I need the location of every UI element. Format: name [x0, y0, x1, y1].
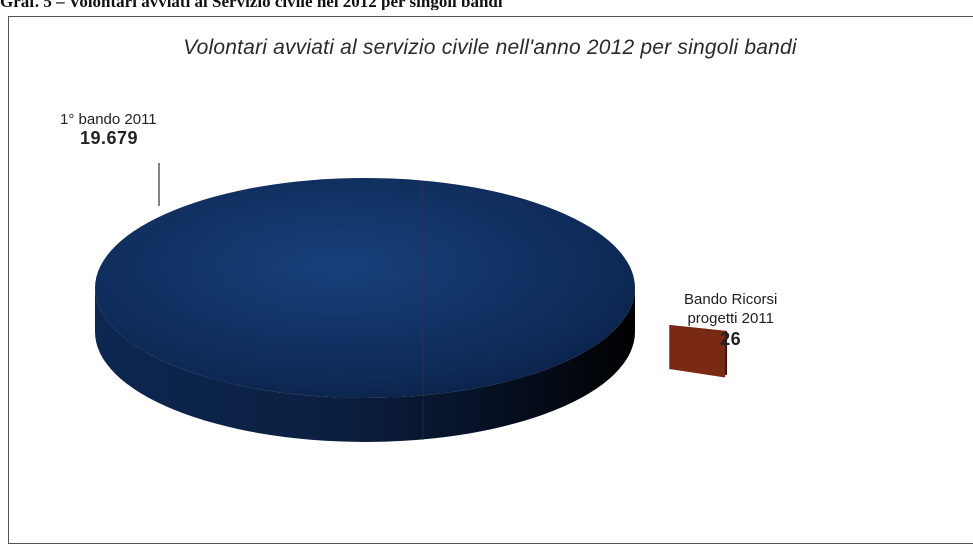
slice-label-2-value: 26	[720, 329, 742, 349]
slice-label-1-value: 19.679	[80, 128, 139, 148]
slice-label-1-name: 1° bando 2011	[60, 111, 157, 128]
chart-title: Volontari avviati al servizio civile nel…	[183, 36, 797, 59]
figure-caption: Graf. 5 – Volontari avviati al Servizio …	[0, 0, 503, 10]
slice-label-2-name-line2: progetti 2011	[687, 310, 774, 327]
slice-label-2-name-line1: Bando Ricorsi	[684, 291, 778, 308]
slice-label-1: 1° bando 2011 19.679	[60, 110, 157, 148]
pie-slice-1	[95, 178, 635, 398]
pie-slice-front-2	[669, 325, 726, 378]
pie-slice-2	[669, 325, 728, 334]
pie-slice-side-1	[95, 288, 635, 442]
slice-label-2: Bando Ricorsi progetti 2011 26	[684, 290, 777, 349]
